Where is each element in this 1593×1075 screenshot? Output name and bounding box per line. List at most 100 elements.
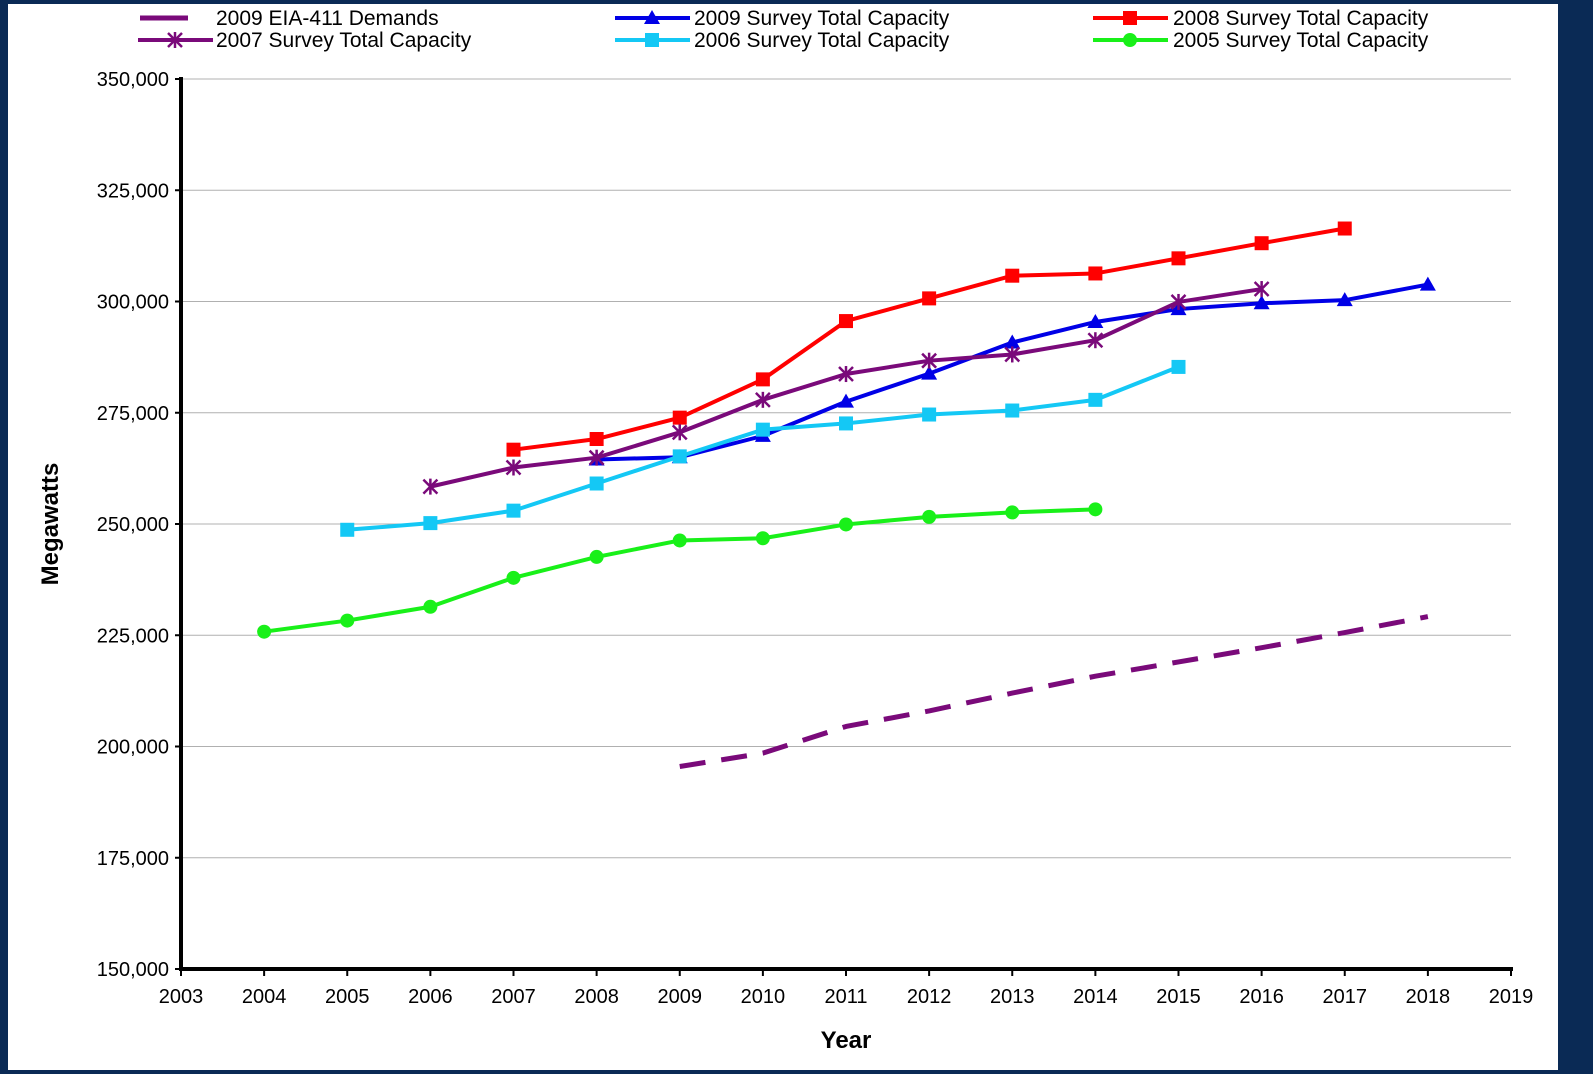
legend-item: 2009 EIA-411 Demands	[140, 7, 439, 30]
series-group	[257, 221, 1436, 769]
x-tick-label: 2018	[1406, 986, 1451, 1008]
y-tick-label: 150,000	[97, 959, 169, 981]
legend-label: 2009 Survey Total Capacity	[694, 7, 950, 30]
y-axis-label: Megawatts	[37, 463, 64, 586]
legend-marker	[1123, 33, 1137, 47]
x-tick-label: 2017	[1323, 986, 1368, 1008]
series-5	[257, 502, 1103, 639]
y-tick-label: 350,000	[97, 69, 169, 91]
x-tick-label: 2009	[658, 986, 703, 1008]
data-point	[1336, 292, 1353, 307]
x-tick-label: 2003	[159, 986, 204, 1008]
legend-label: 2008 Survey Total Capacity	[1173, 7, 1429, 30]
legend-marker	[167, 32, 183, 48]
data-point	[839, 314, 853, 329]
data-point	[1087, 332, 1104, 349]
series-line	[596, 282, 1429, 462]
data-point	[922, 509, 937, 524]
data-point	[1088, 392, 1103, 407]
data-point	[921, 352, 938, 369]
data-point	[755, 531, 770, 546]
y-tick-label: 300,000	[97, 292, 169, 314]
series-4	[340, 359, 1186, 537]
y-tick-label: 250,000	[97, 514, 169, 536]
series-1	[588, 276, 1436, 466]
y-axis-ticks: 150,000 175,000 200,000 225,000 250,000 275,0…	[97, 69, 181, 981]
legend-item: 2005 Survey Total Capacity	[1093, 29, 1429, 52]
legend-marker	[645, 33, 659, 47]
series-line	[679, 614, 1429, 769]
legend-label: 2009 EIA-411 Demands	[216, 7, 439, 30]
data-point	[340, 522, 355, 537]
legend-item: 2007 Survey Total Capacity	[138, 29, 472, 52]
x-tick-label: 2014	[1073, 986, 1118, 1008]
data-point	[1419, 276, 1436, 291]
data-point	[588, 449, 605, 466]
data-point	[755, 372, 770, 387]
data-point	[921, 365, 938, 380]
data-point	[589, 432, 604, 447]
data-point	[672, 449, 687, 464]
chart-plate: 150,000 175,000 200,000 225,000 250,000 275,0…	[8, 4, 1558, 1070]
y-tick-label: 275,000	[97, 403, 169, 425]
data-point	[340, 613, 355, 628]
data-point	[1171, 251, 1186, 266]
data-point	[922, 291, 937, 306]
data-point	[1170, 293, 1187, 310]
data-point	[589, 476, 604, 491]
data-point	[838, 393, 854, 408]
data-point	[755, 422, 770, 437]
legend-marker	[644, 10, 660, 24]
legend-label: 2006 Survey Total Capacity	[694, 29, 950, 52]
series-3	[422, 281, 1270, 495]
series-0	[679, 614, 1429, 769]
data-point	[506, 442, 521, 457]
data-point	[1088, 266, 1103, 281]
data-point	[1004, 334, 1021, 349]
legend-label: 2005 Survey Total Capacity	[1173, 29, 1429, 52]
data-point	[422, 478, 439, 495]
x-tick-label: 2008	[574, 986, 619, 1008]
x-axis-ticks: 2003 2004 2005 2006 2007 2008 2009 2010 2011 2012…	[159, 969, 1534, 1008]
data-point	[838, 366, 854, 383]
x-tick-label: 2015	[1156, 986, 1201, 1008]
data-point	[839, 517, 853, 532]
y-tick-label: 325,000	[97, 180, 169, 202]
data-point	[1087, 313, 1104, 328]
data-point	[1005, 505, 1020, 520]
data-point	[672, 533, 687, 548]
x-tick-label: 2004	[242, 986, 287, 1008]
data-point	[423, 516, 438, 531]
y-tick-label: 200,000	[97, 737, 169, 759]
data-point	[1088, 502, 1103, 517]
legend-label: 2007 Survey Total Capacity	[216, 29, 472, 52]
data-point	[754, 391, 771, 408]
x-tick-label: 2011	[824, 986, 867, 1008]
legend-item: 2006 Survey Total Capacity	[615, 29, 950, 52]
data-point	[589, 549, 604, 564]
data-point	[1005, 268, 1020, 283]
data-point	[505, 459, 522, 476]
x-tick-label: 2010	[741, 986, 786, 1008]
x-tick-label: 2019	[1489, 986, 1534, 1008]
x-tick-label: 2012	[907, 986, 952, 1008]
data-point	[506, 570, 521, 585]
x-tick-label: 2007	[491, 986, 536, 1008]
series-line	[347, 365, 1180, 532]
legend: 2009 EIA-411 Demands 2009 Survey Total Ca…	[138, 7, 1429, 52]
data-point	[506, 503, 521, 518]
legend-marker	[1123, 11, 1137, 25]
x-axis-label: Year	[821, 1027, 872, 1054]
line-chart: 150,000 175,000 200,000 225,000 250,000 275,0…	[37, 7, 1534, 1054]
data-point	[671, 424, 688, 441]
data-point	[922, 407, 937, 422]
x-tick-label: 2006	[408, 986, 453, 1008]
data-point	[839, 416, 853, 431]
y-tick-label: 225,000	[97, 625, 169, 647]
x-tick-label: 2005	[325, 986, 370, 1008]
x-tick-label: 2016	[1239, 986, 1284, 1008]
data-point	[257, 624, 272, 639]
data-point	[423, 599, 438, 614]
data-point	[1254, 236, 1269, 251]
legend-item: 2009 Survey Total Capacity	[615, 7, 950, 30]
